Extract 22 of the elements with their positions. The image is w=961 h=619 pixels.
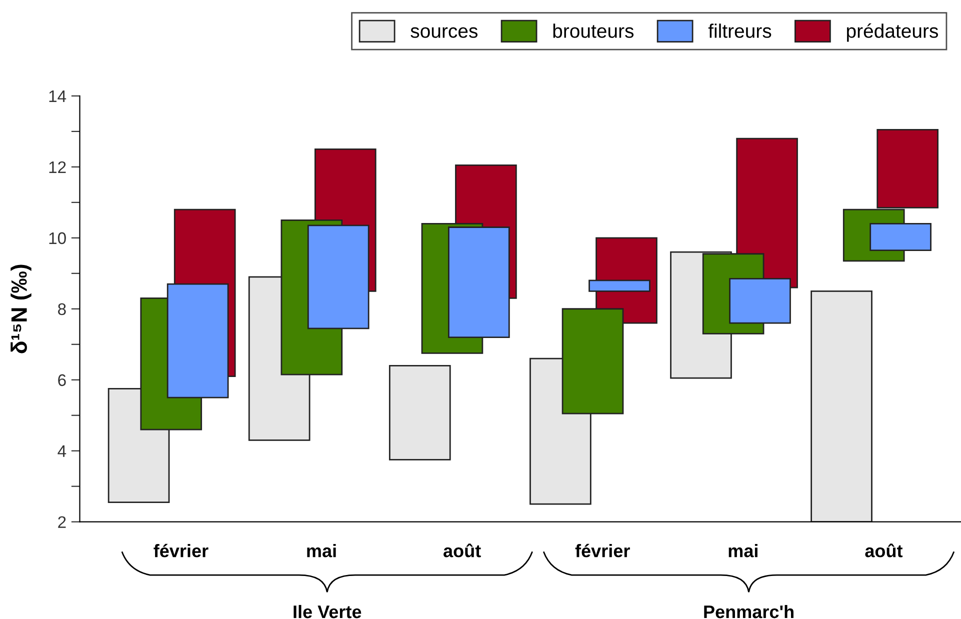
- x-tick-label: mai: [307, 544, 336, 558]
- text: Penmarc'h: [704, 604, 794, 618]
- y-axis-title: δ¹⁵N (‰): [10, 264, 32, 354]
- y-tick-label: 10: [49, 232, 66, 244]
- y-tick-label: 2: [58, 516, 66, 528]
- y-tick-label: 6: [58, 374, 66, 386]
- text: Ile Verte: [294, 604, 362, 618]
- x-tick-label: mai: [728, 544, 758, 558]
- bar: [388, 364, 451, 460]
- legend-label: sources: [410, 27, 478, 38]
- legend-label: filtreurs: [708, 24, 772, 38]
- y-tick-label: 14: [49, 90, 66, 102]
- y-tick-label: 8: [58, 303, 66, 316]
- legend-label: brouteurs: [553, 24, 634, 38]
- x-tick-label: août: [865, 544, 903, 558]
- x-tick-label: août: [444, 544, 481, 558]
- legend-label: prédateurs: [847, 23, 938, 42]
- y-tick-label: 4: [58, 445, 66, 457]
- x-tick-label: février: [154, 544, 208, 558]
- x-tick-label: février: [575, 544, 630, 558]
- bar: [810, 290, 872, 522]
- y-tick-label: 12: [49, 161, 66, 173]
